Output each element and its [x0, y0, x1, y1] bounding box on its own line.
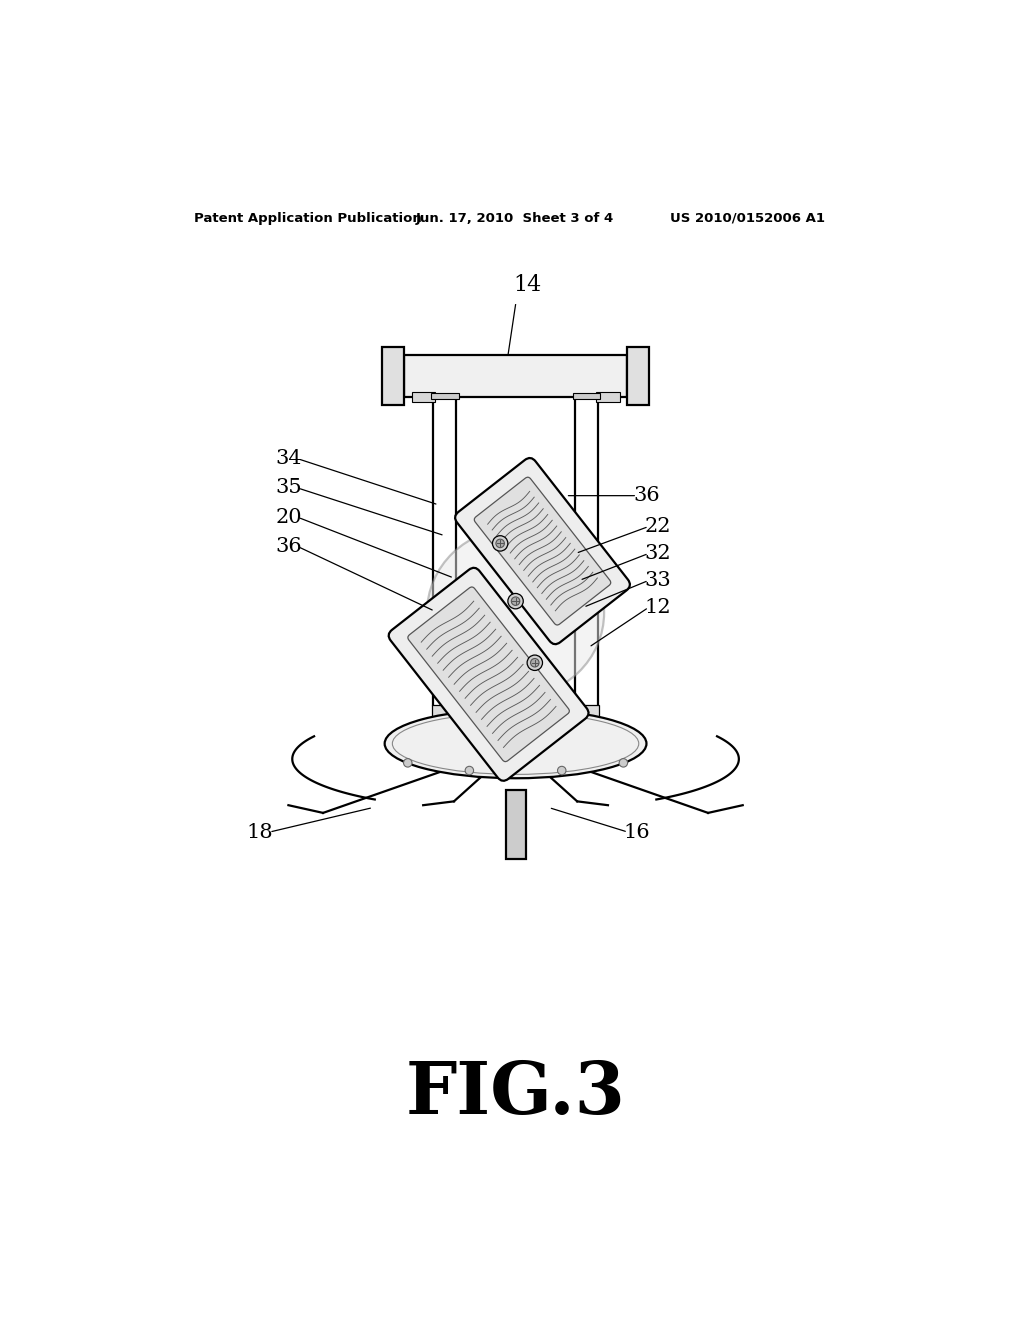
Bar [382, 347, 403, 405]
Circle shape [530, 659, 539, 667]
Text: Jun. 17, 2010  Sheet 3 of 4: Jun. 17, 2010 Sheet 3 of 4 [416, 213, 613, 224]
Text: 12: 12 [645, 598, 672, 616]
Bar [506, 705, 525, 737]
Ellipse shape [427, 528, 604, 697]
FancyBboxPatch shape [408, 587, 569, 762]
Bar [628, 347, 649, 405]
Text: US 2010/0152006 A1: US 2010/0152006 A1 [670, 213, 824, 224]
Text: 34: 34 [275, 449, 302, 469]
Bar [506, 789, 525, 859]
Circle shape [403, 759, 412, 767]
Bar [431, 393, 459, 400]
Bar [403, 355, 628, 397]
Text: 32: 32 [645, 544, 672, 562]
Bar [572, 393, 600, 400]
Circle shape [620, 759, 628, 767]
Circle shape [527, 655, 543, 671]
FancyBboxPatch shape [455, 458, 630, 644]
Circle shape [508, 594, 523, 609]
Text: 18: 18 [247, 822, 273, 842]
Circle shape [557, 767, 566, 775]
Text: 20: 20 [275, 508, 302, 527]
FancyBboxPatch shape [389, 568, 589, 781]
Text: 14: 14 [513, 275, 542, 297]
Circle shape [511, 597, 520, 606]
Text: 36: 36 [633, 486, 659, 506]
Text: 16: 16 [624, 822, 650, 842]
FancyBboxPatch shape [474, 477, 610, 626]
Text: Patent Application Publication: Patent Application Publication [195, 213, 422, 224]
Circle shape [496, 539, 505, 548]
Circle shape [493, 536, 508, 552]
Bar [432, 705, 599, 717]
Text: 22: 22 [645, 517, 672, 536]
Text: 33: 33 [645, 570, 672, 590]
Bar [412, 392, 435, 401]
Text: 35: 35 [275, 478, 302, 498]
Circle shape [465, 767, 473, 775]
Ellipse shape [385, 709, 646, 779]
Text: 36: 36 [275, 537, 302, 556]
Bar [596, 392, 620, 401]
Text: FIG.3: FIG.3 [406, 1059, 626, 1130]
